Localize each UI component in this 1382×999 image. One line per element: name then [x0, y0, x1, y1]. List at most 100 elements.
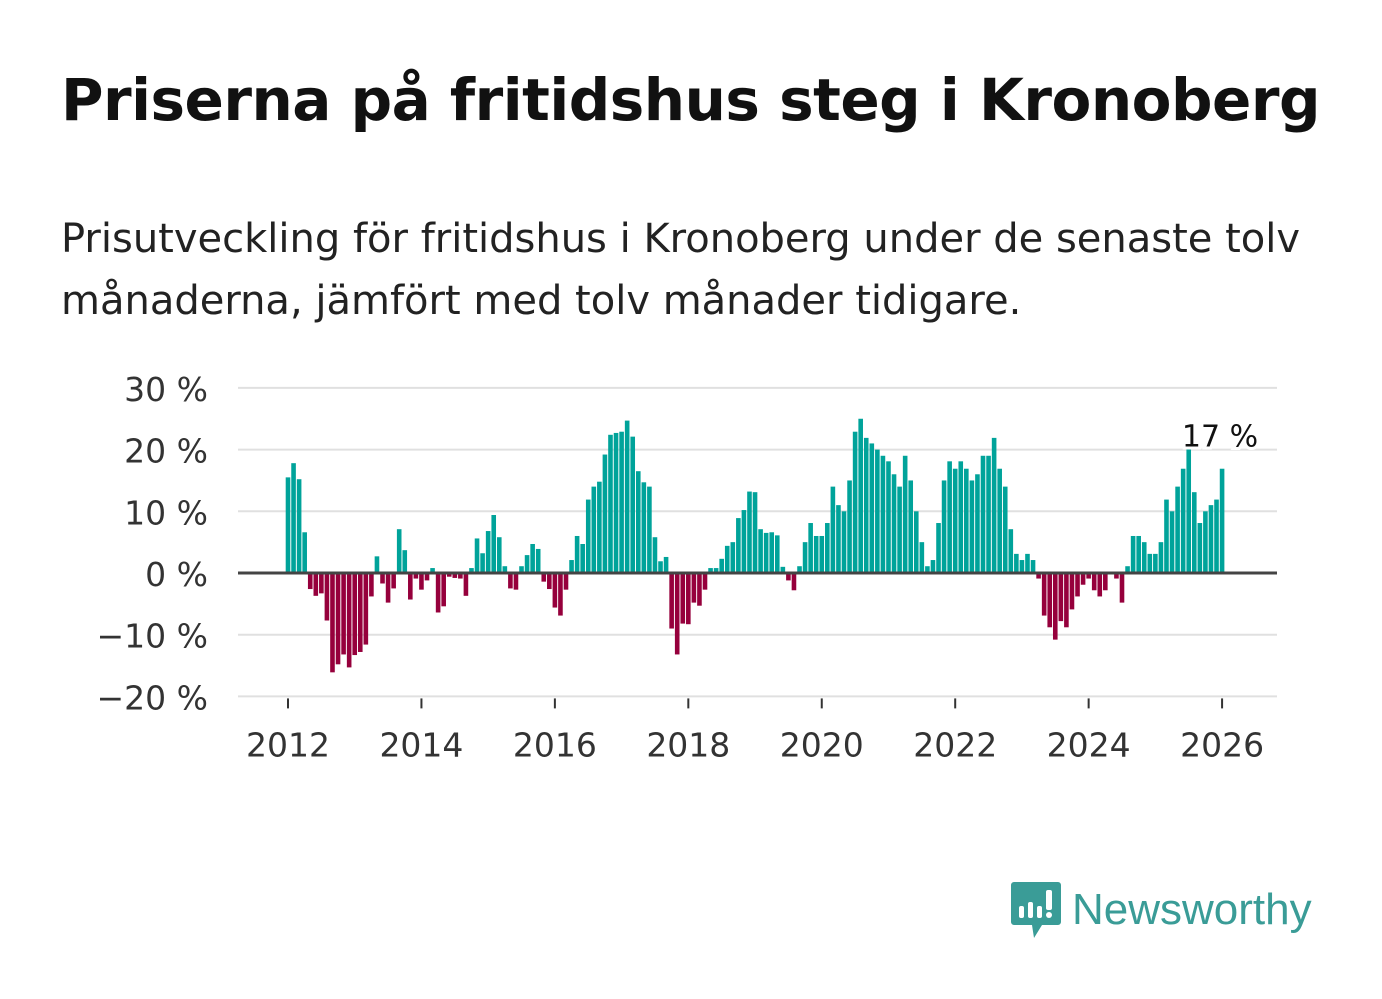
bar	[319, 573, 324, 594]
bar	[480, 553, 485, 573]
x-tick-label: 2026	[1180, 725, 1264, 764]
bar	[1186, 443, 1192, 573]
bar	[1197, 523, 1203, 573]
bar	[1019, 560, 1025, 573]
bar	[519, 566, 524, 573]
bar	[674, 573, 680, 655]
bar-chart: 30 % 20 % 10 % 0 % −10 % −20 % 2012 2014 2016 201…	[97, 370, 1277, 764]
bar	[736, 518, 741, 573]
bar	[552, 573, 558, 608]
bar	[719, 558, 724, 573]
bar	[708, 568, 713, 573]
bar	[952, 468, 958, 573]
bar	[1047, 573, 1053, 628]
bar	[1180, 468, 1186, 573]
bar	[613, 432, 619, 573]
bar	[841, 511, 847, 573]
bar	[852, 431, 858, 573]
bar	[1086, 573, 1091, 579]
bar	[652, 537, 658, 573]
bar	[608, 434, 613, 573]
bar	[413, 573, 419, 579]
bar	[908, 480, 914, 573]
bar	[402, 550, 408, 573]
bar	[324, 573, 330, 621]
bar	[930, 560, 936, 573]
gridlines	[238, 386, 1277, 698]
bar	[485, 531, 491, 573]
bar	[697, 573, 702, 606]
bar	[919, 542, 925, 573]
bar	[1069, 573, 1075, 610]
bar	[1041, 573, 1047, 616]
bar	[574, 535, 580, 573]
bar	[597, 481, 602, 573]
bar	[1141, 542, 1147, 573]
x-tick-label: 2024	[1047, 725, 1131, 764]
bar	[535, 548, 541, 573]
bar	[1075, 573, 1080, 597]
bar	[363, 573, 369, 645]
bar	[724, 545, 730, 573]
bar	[1219, 468, 1225, 573]
bar	[302, 532, 307, 573]
bar	[619, 431, 624, 573]
newsworthy-logo-text: Newsworthy	[1072, 885, 1312, 934]
bar	[1153, 553, 1158, 573]
bar	[1114, 573, 1119, 579]
bar	[769, 532, 775, 573]
bar	[1030, 560, 1036, 573]
bar	[691, 573, 697, 603]
bar	[702, 573, 708, 590]
bar	[1052, 573, 1058, 640]
bar	[463, 573, 469, 596]
bar	[585, 499, 591, 573]
bar	[1191, 492, 1197, 573]
bar	[569, 560, 574, 573]
bar	[741, 510, 747, 573]
bar	[986, 455, 991, 573]
bar	[758, 529, 763, 573]
y-tick-label: 30 %	[124, 370, 208, 409]
bar	[330, 573, 335, 673]
bar	[658, 561, 663, 573]
bar	[491, 515, 497, 573]
bar	[969, 480, 975, 573]
bar	[547, 573, 552, 590]
bar	[624, 420, 630, 573]
bar	[891, 474, 897, 573]
bar	[408, 573, 413, 600]
bar	[446, 573, 452, 577]
bar	[802, 542, 808, 573]
axes: 30 % 20 % 10 % 0 % −10 % −20 % 2012 2014 2016 201…	[97, 370, 1277, 764]
bar	[913, 511, 919, 573]
bar	[1036, 573, 1041, 579]
bar	[1097, 573, 1103, 597]
bar	[819, 535, 825, 573]
x-tick-label: 2016	[513, 725, 597, 764]
bar	[335, 573, 341, 665]
bar	[452, 573, 458, 578]
bar	[1058, 573, 1064, 622]
x-tick-label: 2018	[646, 725, 730, 764]
x-tick-label: 2020	[780, 725, 864, 764]
bar	[1025, 553, 1030, 573]
bar	[541, 573, 547, 582]
bar	[813, 535, 819, 573]
bar	[474, 538, 480, 573]
bar	[1119, 573, 1125, 603]
bar	[357, 573, 363, 652]
x-tick-label: 2014	[379, 725, 463, 764]
bar	[808, 523, 813, 573]
bar	[869, 443, 875, 573]
bar	[508, 573, 513, 589]
bar	[830, 486, 836, 573]
bar	[847, 480, 852, 573]
bar	[791, 573, 797, 591]
newsworthy-logo: Newsworthy	[1010, 880, 1312, 940]
bar	[997, 468, 1002, 573]
bar	[774, 535, 780, 573]
bar	[647, 486, 652, 573]
bar	[941, 480, 947, 573]
bar	[346, 573, 352, 668]
